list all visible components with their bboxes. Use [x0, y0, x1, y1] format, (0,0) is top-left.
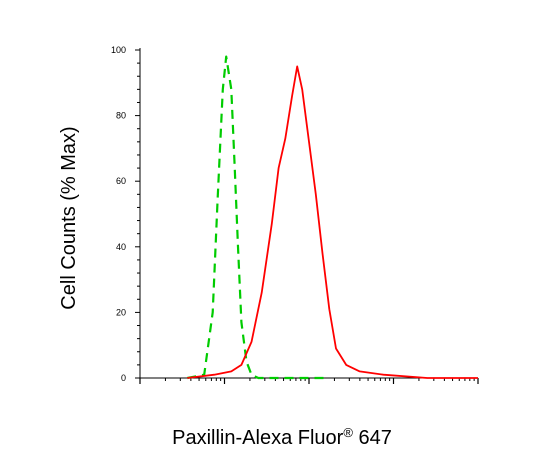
- y-tick-label: 40: [116, 242, 126, 252]
- y-tick-label: 80: [116, 111, 126, 121]
- y-tick-label: 100: [111, 45, 126, 55]
- series-line-2: [187, 65, 478, 379]
- y-tick-label: 60: [116, 176, 126, 186]
- x-axis-title-suffix: 647: [353, 427, 392, 449]
- x-axis-title-main: Paxillin-Alexa Fluor: [172, 427, 344, 449]
- y-tick-label: 20: [116, 307, 126, 317]
- series-line-1: [187, 55, 330, 380]
- y-axis: 0 20 40 60 80 100: [111, 45, 141, 383]
- series-layer: [187, 55, 478, 380]
- x-axis-title-superscript: ®: [343, 425, 353, 440]
- y-tick-label: 0: [121, 373, 126, 383]
- y-axis-title: Cell Counts (% Max): [58, 126, 80, 309]
- x-axis-title: Paxillin-Alexa Fluor® 647: [172, 425, 392, 449]
